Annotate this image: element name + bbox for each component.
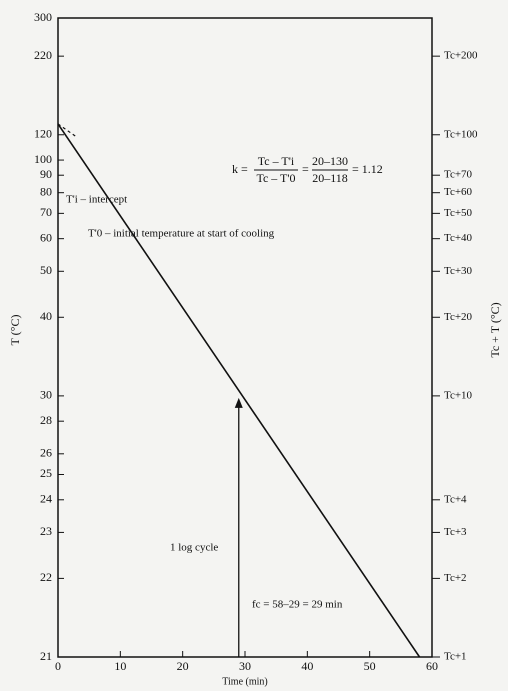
y2-tick-label: Tc+60 bbox=[444, 186, 473, 198]
y-tick-label: 40 bbox=[40, 309, 52, 323]
annotation: fc = 58–29 = 29 min bbox=[252, 599, 343, 611]
line bbox=[57, 123, 78, 138]
annotation: T'0 – initial temperature at start of co… bbox=[88, 228, 275, 240]
y2-tick-label: Tc+3 bbox=[444, 526, 467, 538]
y-tick-label: 23 bbox=[40, 524, 52, 538]
formula-part: Tc – T'0 bbox=[256, 171, 295, 185]
y-tick-label: 80 bbox=[40, 184, 52, 198]
y2-tick-label: Tc+4 bbox=[444, 493, 467, 505]
y-tick-label: 70 bbox=[40, 205, 52, 219]
x-tick-label: 40 bbox=[301, 659, 313, 673]
formula-lhs: k = bbox=[232, 162, 248, 176]
y-tick-label: 120 bbox=[34, 127, 52, 141]
y-tick-label: 26 bbox=[40, 446, 52, 460]
y-tick-label: 21 bbox=[40, 649, 52, 663]
y-tick-label: 90 bbox=[40, 167, 52, 181]
formula-part: Tc – T'i bbox=[258, 154, 295, 168]
y2-tick-label: Tc+1 bbox=[444, 651, 467, 663]
y-tick-label: 220 bbox=[34, 48, 52, 62]
formula-part: = 1.12 bbox=[352, 162, 383, 176]
x-tick-label: 30 bbox=[239, 659, 251, 673]
y2-tick-label: Tc+20 bbox=[444, 311, 473, 323]
y-tick-label: 22 bbox=[40, 570, 52, 584]
formula: k = Tc – T'i Tc – T'0 = 20–130 20–118 = … bbox=[232, 154, 383, 185]
y2-tick-label: Tc+200 bbox=[444, 50, 478, 62]
annotation: T'i – intercept bbox=[66, 194, 127, 206]
y-tick-label: 28 bbox=[40, 413, 52, 427]
y-tick-label: 300 bbox=[34, 10, 52, 24]
formula-part: = bbox=[302, 162, 309, 176]
x-tick-label: 10 bbox=[114, 659, 126, 673]
y-tick-label: 60 bbox=[40, 230, 52, 244]
plot-frame bbox=[57, 17, 433, 658]
arrow-head bbox=[234, 397, 243, 408]
y-tick-label: 50 bbox=[40, 263, 52, 277]
x-tick-label: 0 bbox=[55, 659, 61, 673]
y2-tick-label: Tc+2 bbox=[444, 572, 467, 584]
y2-tick-label: Tc+50 bbox=[444, 207, 473, 219]
y2-tick-label: Tc+70 bbox=[444, 169, 473, 181]
x-tick-label: 50 bbox=[364, 659, 376, 673]
formula-part: 20–130 bbox=[312, 154, 348, 168]
y2-tick-label: Tc+30 bbox=[444, 265, 473, 277]
y-tick-label: 30 bbox=[40, 388, 52, 402]
x-tick-label: 20 bbox=[177, 659, 189, 673]
y2-tick-label: Tc+40 bbox=[444, 232, 473, 244]
formula-part: 20–118 bbox=[312, 171, 348, 185]
y-tick-label: 24 bbox=[40, 492, 52, 506]
y-axis-label: T (°C) bbox=[8, 315, 22, 346]
y-tick-label: 25 bbox=[40, 466, 52, 480]
y-tick-label: 100 bbox=[34, 152, 52, 166]
annotation: 1 log cycle bbox=[170, 542, 218, 554]
x-axis-label: Time (min) bbox=[222, 676, 267, 687]
x-tick-label: 60 bbox=[426, 659, 438, 673]
y2-tick-label: Tc+100 bbox=[444, 128, 478, 140]
y2-axis-label: Tc + T (°C) bbox=[488, 302, 502, 357]
y2-tick-label: Tc+10 bbox=[444, 389, 473, 401]
line bbox=[57, 123, 421, 658]
